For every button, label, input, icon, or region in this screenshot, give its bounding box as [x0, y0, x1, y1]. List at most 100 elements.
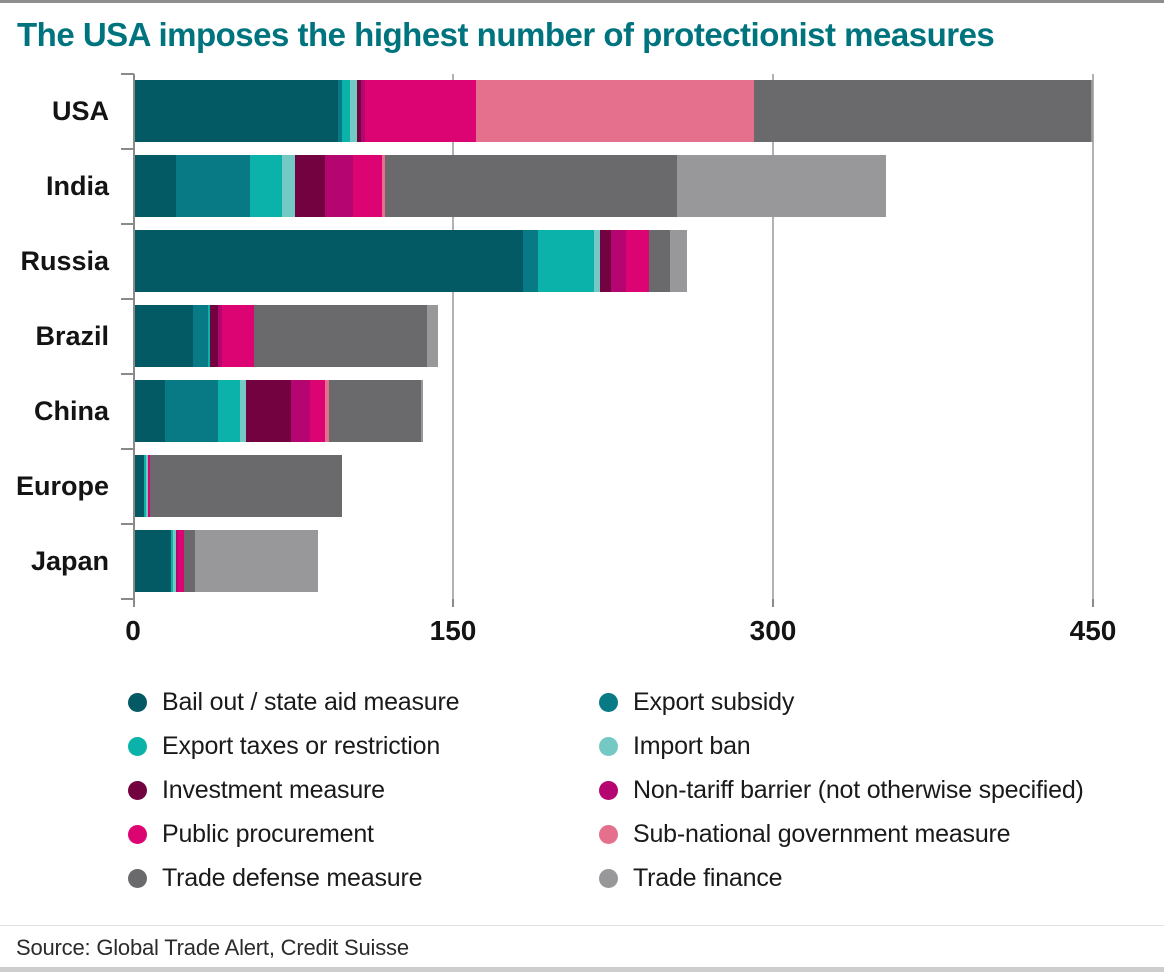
bar-usa	[135, 80, 1108, 143]
top-border-rule	[0, 0, 1164, 3]
legend-item: Import ban	[599, 732, 1164, 761]
y-axis-tick	[121, 447, 134, 450]
y-axis-tick	[121, 522, 134, 525]
category-label-russia: Russia	[20, 245, 109, 276]
legend-label: Import ban	[633, 732, 751, 761]
bar-segment	[670, 230, 688, 293]
bar-segment	[610, 230, 626, 293]
bar-segment	[352, 155, 383, 218]
legend-swatch-icon	[128, 737, 147, 757]
gridline-150	[452, 298, 454, 374]
bar-track-brazil	[121, 297, 1108, 374]
bar-segment	[476, 80, 754, 143]
bar-segment	[175, 530, 178, 593]
chart-row-japan: Japan	[0, 522, 1164, 600]
x-axis-label: 0	[125, 614, 141, 646]
gridline-150	[452, 448, 454, 524]
bar-segment	[676, 155, 886, 218]
bar-segment	[164, 380, 219, 443]
legend-item: Sub-national government measure	[599, 820, 1164, 849]
chart-title: The USA imposes the highest number of pr…	[17, 16, 995, 53]
gridline-450	[1092, 448, 1094, 524]
category-label-japan: Japan	[30, 545, 109, 576]
bar-brazil	[135, 305, 1108, 368]
bar-segment	[135, 155, 176, 218]
category-label-usa: USA	[51, 95, 109, 126]
legend-label: Trade defense measure	[162, 864, 423, 893]
legend-label: Trade finance	[633, 864, 783, 893]
legend-item: Investment measure	[128, 776, 599, 805]
y-axis-tick	[121, 372, 134, 375]
bar-segment	[143, 455, 146, 518]
gridline-300	[772, 373, 774, 449]
gridline-300	[772, 523, 774, 599]
bar-segment	[420, 380, 423, 443]
x-axis-label: 450	[1069, 614, 1117, 646]
bar-segment	[1090, 80, 1093, 143]
category-label-china: China	[33, 395, 109, 426]
category-label-europe: Europe	[15, 470, 109, 501]
legend-item: Export taxes or restriction	[128, 732, 599, 761]
gridline-450	[1092, 223, 1094, 299]
bar-segment	[239, 380, 246, 443]
category-label-brazil: Brazil	[35, 320, 109, 351]
stacked-bar-chart: USA India Russia Brazil China Europe Japan 0 15…	[0, 72, 1164, 653]
bar-segment	[218, 305, 223, 368]
chart-row-usa: USA	[0, 72, 1164, 149]
chart-row-china: China	[0, 372, 1164, 449]
bar-segment	[309, 380, 325, 443]
chart-row-india: India	[0, 147, 1164, 224]
bar-india	[135, 155, 1108, 218]
x-axis-tick	[133, 598, 135, 607]
bar-segment	[184, 530, 195, 593]
legend-swatch-icon	[128, 869, 147, 889]
legend-item: Trade defense measure	[128, 864, 599, 893]
gridline-300	[772, 223, 774, 299]
legend-swatch-icon	[128, 781, 147, 801]
bar-segment	[290, 380, 310, 443]
bar-segment	[337, 80, 342, 143]
bar-russia	[135, 230, 1108, 293]
bar-segment	[149, 455, 342, 518]
bar-segment	[324, 155, 353, 218]
y-axis-tick	[121, 72, 134, 75]
bar-segment	[209, 305, 219, 368]
bar-segment	[384, 155, 677, 218]
y-axis-tick	[121, 222, 134, 225]
y-axis-tick	[121, 147, 134, 150]
legend-swatch-icon	[599, 693, 618, 713]
legend-item: Bail out / state aid measure	[128, 688, 599, 717]
bar-segment	[135, 530, 172, 593]
bar-segment	[593, 230, 601, 293]
legend-swatch-icon	[599, 869, 618, 889]
legend-label: Export taxes or restriction	[162, 732, 441, 761]
bar-segment	[356, 80, 362, 143]
bar-segment	[294, 155, 325, 218]
legend-item: Export subsidy	[599, 688, 1164, 717]
bar-segment	[175, 155, 251, 218]
x-axis-tick	[452, 598, 454, 607]
legend-item: Non-tariff barrier (not otherwise specif…	[599, 776, 1164, 805]
x-axis-label: 150	[429, 614, 477, 646]
bar-segment	[365, 80, 477, 143]
source-note: Source: Global Trade Alert, Credit Suiss…	[16, 934, 409, 960]
gridline-150	[452, 523, 454, 599]
legend-swatch-icon	[128, 693, 147, 713]
legend-swatch-icon	[599, 781, 618, 801]
bar-segment	[135, 455, 144, 518]
legend-label: Export subsidy	[633, 688, 795, 717]
bar-segment	[135, 230, 524, 293]
legend-label: Investment measure	[162, 776, 385, 805]
bar-track-russia	[121, 222, 1108, 299]
legend-swatch-icon	[599, 737, 618, 757]
legend-label: Non-tariff barrier (not otherwise specif…	[633, 776, 1084, 805]
bar-segment	[329, 380, 421, 443]
gridline-300	[772, 298, 774, 374]
chart-row-russia: Russia	[0, 222, 1164, 299]
bar-segment	[341, 80, 351, 143]
gridline-300	[772, 448, 774, 524]
bar-segment	[250, 155, 283, 218]
bar-segment	[625, 230, 650, 293]
bar-track-usa	[121, 72, 1108, 149]
bar-segment	[222, 305, 255, 368]
